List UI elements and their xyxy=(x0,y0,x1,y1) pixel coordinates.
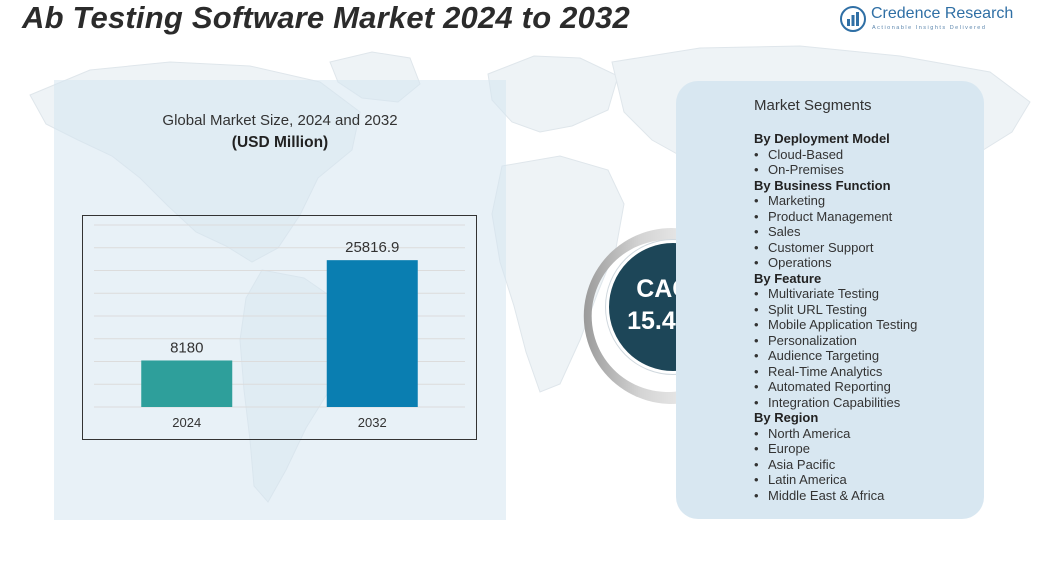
bar-2024 xyxy=(141,360,233,407)
segment-heading: By Feature xyxy=(754,270,822,286)
segment-item: Personalization xyxy=(754,333,974,349)
chart-heading: Global Market Size, 2024 and 2032 xyxy=(162,112,398,129)
segment-group: By Deployment ModelCloud-BasedOn-Premise… xyxy=(754,131,974,178)
segment-item: Real-Time Analytics xyxy=(754,364,974,380)
market-size-bar-chart: 8180 25816.9 2024 2032 xyxy=(82,215,477,440)
chart-value-labels: 8180 25816.9 xyxy=(170,239,399,356)
segment-item: Product Management xyxy=(754,209,974,225)
segment-item: Europe xyxy=(754,441,974,457)
segment-item: Mobile Application Testing xyxy=(754,317,974,333)
segment-item: Audience Targeting xyxy=(754,348,974,364)
segment-item: Latin America xyxy=(754,472,974,488)
segment-item: Split URL Testing xyxy=(754,302,974,318)
segment-item: Customer Support xyxy=(754,240,974,256)
chart-unit: (USD Million) xyxy=(231,134,329,151)
segment-item: Cloud-Based xyxy=(754,147,974,163)
category-label-2032: 2032 xyxy=(358,415,387,430)
brand-logo: Credence Research Actionable Insights De… xyxy=(840,5,1040,35)
chart-border xyxy=(82,215,477,440)
segment-item: Automated Reporting xyxy=(754,379,974,395)
brand-name: Credence Research xyxy=(871,5,1014,22)
segments-title: Market Segments xyxy=(754,97,872,114)
segment-item: Operations xyxy=(754,255,974,271)
chart-bars xyxy=(141,260,418,407)
brand-tagline: Actionable Insights Delivered xyxy=(872,25,987,31)
segment-item: Middle East & Africa xyxy=(754,488,974,504)
category-label-2024: 2024 xyxy=(172,415,201,430)
segments-list: By Deployment ModelCloud-BasedOn-Premise… xyxy=(754,131,974,503)
segment-item: Marketing xyxy=(754,193,974,209)
segment-items: Cloud-BasedOn-Premises xyxy=(754,147,974,178)
segment-heading: By Region xyxy=(754,410,819,425)
market-size-panel xyxy=(54,80,506,520)
segment-heading: By Deployment Model xyxy=(754,131,890,146)
value-label-2032: 25816.9 xyxy=(345,239,399,256)
segment-items: MarketingProduct ManagementSalesCustomer… xyxy=(754,193,974,271)
segment-item: Asia Pacific xyxy=(754,457,974,473)
page-title: Ab Testing Software Market 2024 to 2032 xyxy=(22,0,630,35)
segment-item: North America xyxy=(754,426,974,442)
chart-category-labels: 2024 2032 xyxy=(172,415,386,430)
bar-2032 xyxy=(326,260,418,407)
segment-item: Sales xyxy=(754,224,974,240)
segment-item: On-Premises xyxy=(754,162,974,178)
segment-heading: By Business Function xyxy=(754,177,891,193)
segment-items: Multivariate TestingSplit URL TestingMob… xyxy=(754,286,974,410)
segment-item: Multivariate Testing xyxy=(754,286,974,302)
segment-group: By FeatureMultivariate TestingSplit URL … xyxy=(754,271,974,411)
segment-item: Integration Capabilities xyxy=(754,395,974,411)
segment-items: North AmericaEuropeAsia PacificLatin Ame… xyxy=(754,426,974,504)
bar-chart-logo-icon xyxy=(840,6,866,32)
segment-group: By Business FunctionMarketingProduct Man… xyxy=(754,178,974,271)
segment-group: By RegionNorth AmericaEuropeAsia Pacific… xyxy=(754,410,974,503)
value-label-2024: 8180 xyxy=(170,339,203,356)
